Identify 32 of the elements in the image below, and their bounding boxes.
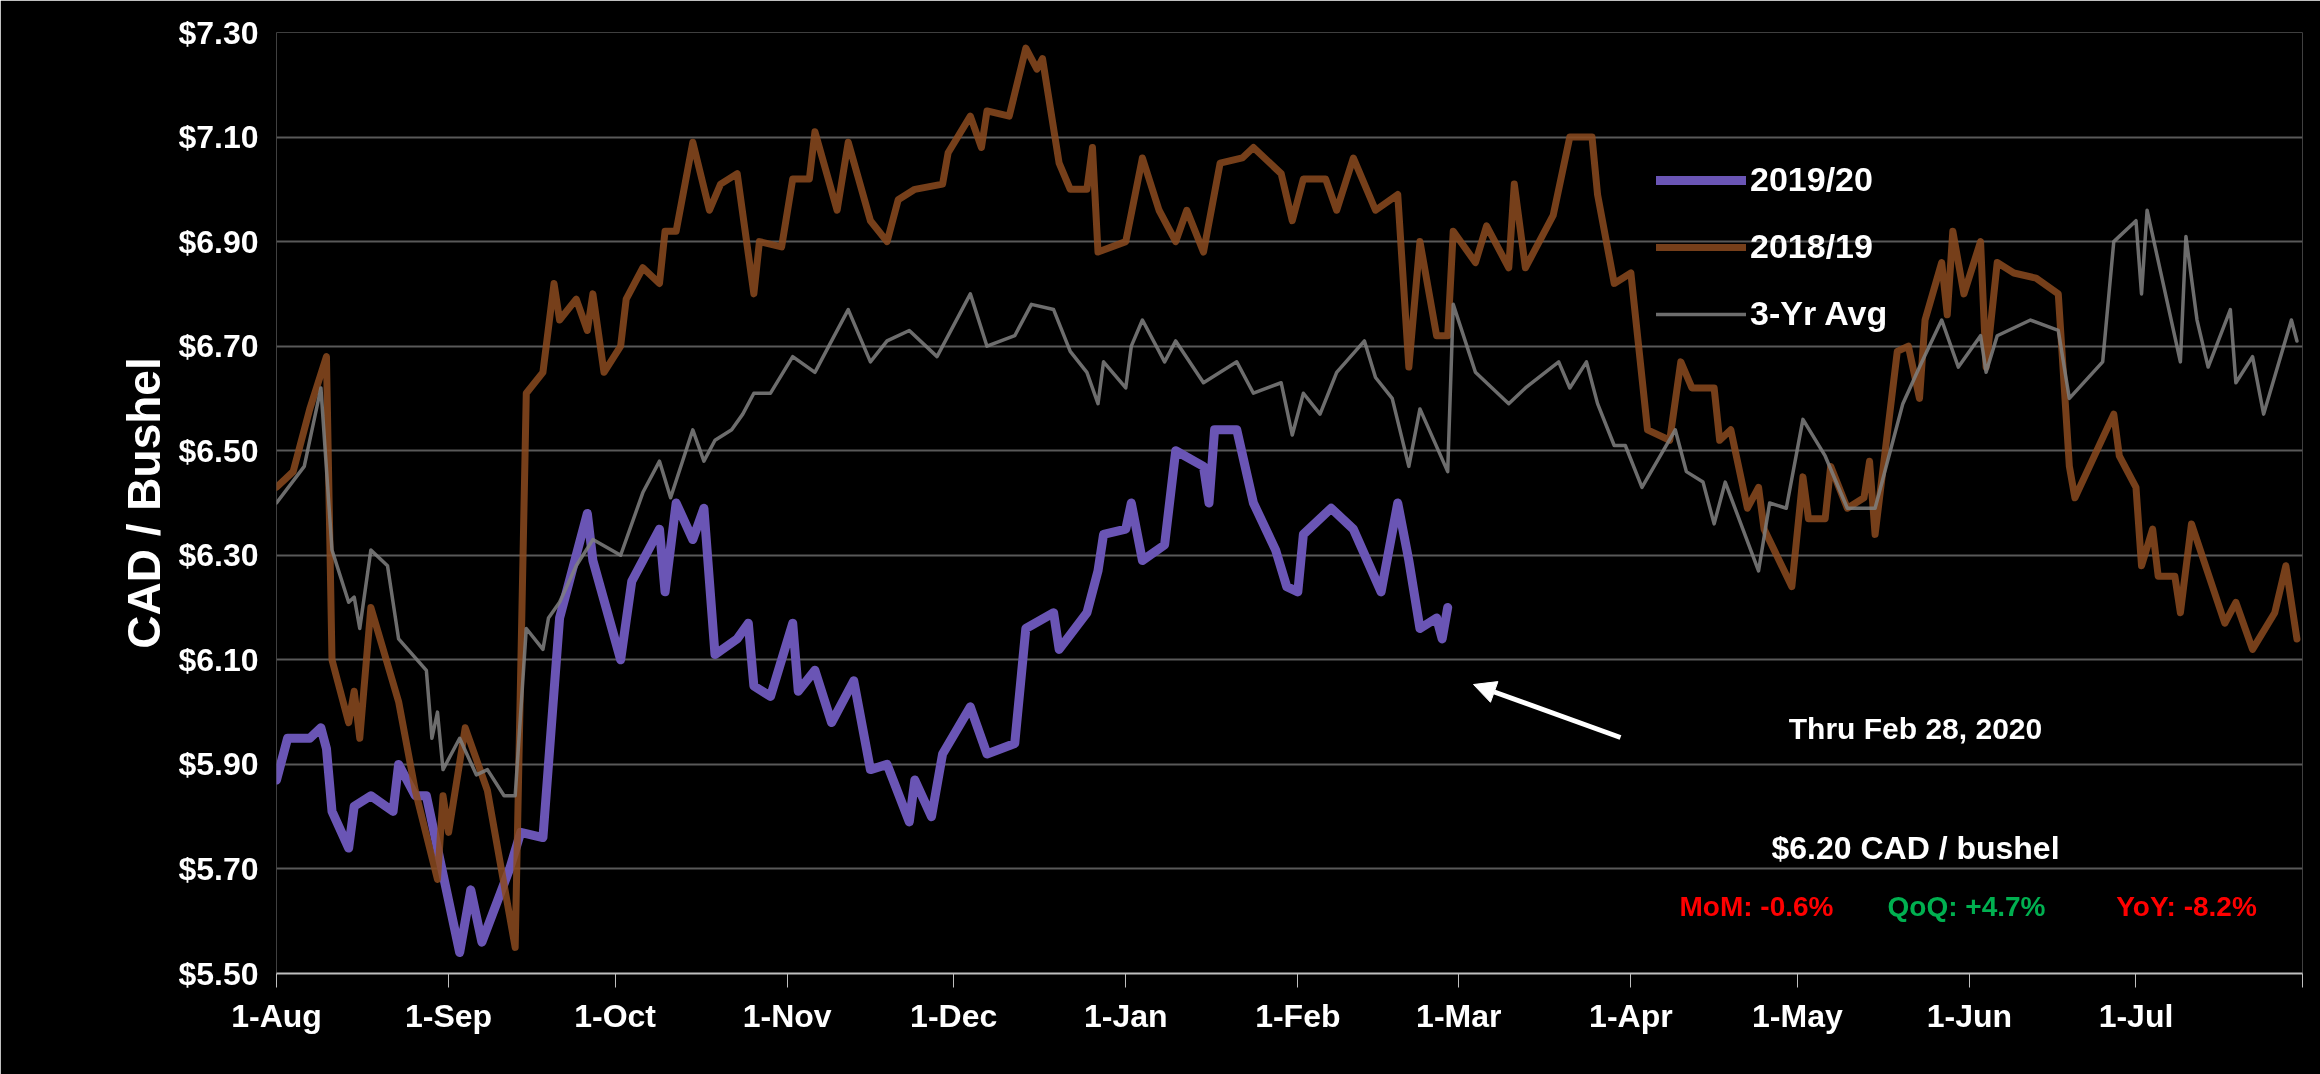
y-tick-label: $6.90 xyxy=(178,223,259,260)
annotation: MoM: -0.6% xyxy=(1679,891,1834,922)
x-tick-label: 1-Sep xyxy=(405,997,493,1034)
annotation: Thru Feb 28, 2020 xyxy=(1788,712,2043,745)
x-tick-label: 1-Oct xyxy=(574,997,657,1034)
y-tick-label: $6.70 xyxy=(178,328,259,365)
annotation: $6.20 CAD / bushel xyxy=(1771,829,2060,866)
y-tick-label: $7.10 xyxy=(178,119,259,156)
legend-label: 2018/19 xyxy=(1750,227,1873,266)
x-tick-label: 1-Jul xyxy=(2098,997,2174,1034)
x-tick-label: 1-May xyxy=(1752,997,1843,1034)
legend-label: 2019/20 xyxy=(1750,160,1873,199)
annotation: YoY: -8.2% xyxy=(2116,891,2257,922)
y-tick-label: $5.50 xyxy=(178,955,259,992)
y-tick-label: $7.30 xyxy=(178,14,259,51)
x-tick-label: 1-Dec xyxy=(910,997,998,1034)
line-series xyxy=(276,208,2299,798)
x-tick-label: 1-Feb xyxy=(1255,997,1341,1034)
x-tick-label: 1-Apr xyxy=(1589,997,1673,1034)
y-tick-label: $5.90 xyxy=(178,746,259,783)
x-tick-label: 1-Nov xyxy=(742,997,832,1034)
x-tick-label: 1-Aug xyxy=(231,997,322,1034)
annotation: QoQ: +4.7% xyxy=(1887,891,2046,922)
x-tick-label: 1-Jan xyxy=(1083,997,1168,1034)
y-tick-label: $6.30 xyxy=(178,537,259,574)
y-tick-label: $6.10 xyxy=(178,641,259,678)
y-tick-label: $6.50 xyxy=(178,432,259,469)
y-tick-label: $5.70 xyxy=(178,850,259,887)
legend-label: 3-Yr Avg xyxy=(1750,294,1888,333)
x-tick-label: 1-Mar xyxy=(1416,997,1502,1034)
x-tick-label: 1-Jun xyxy=(1926,997,2013,1034)
y-axis-title: CAD / Bushel xyxy=(118,357,171,649)
